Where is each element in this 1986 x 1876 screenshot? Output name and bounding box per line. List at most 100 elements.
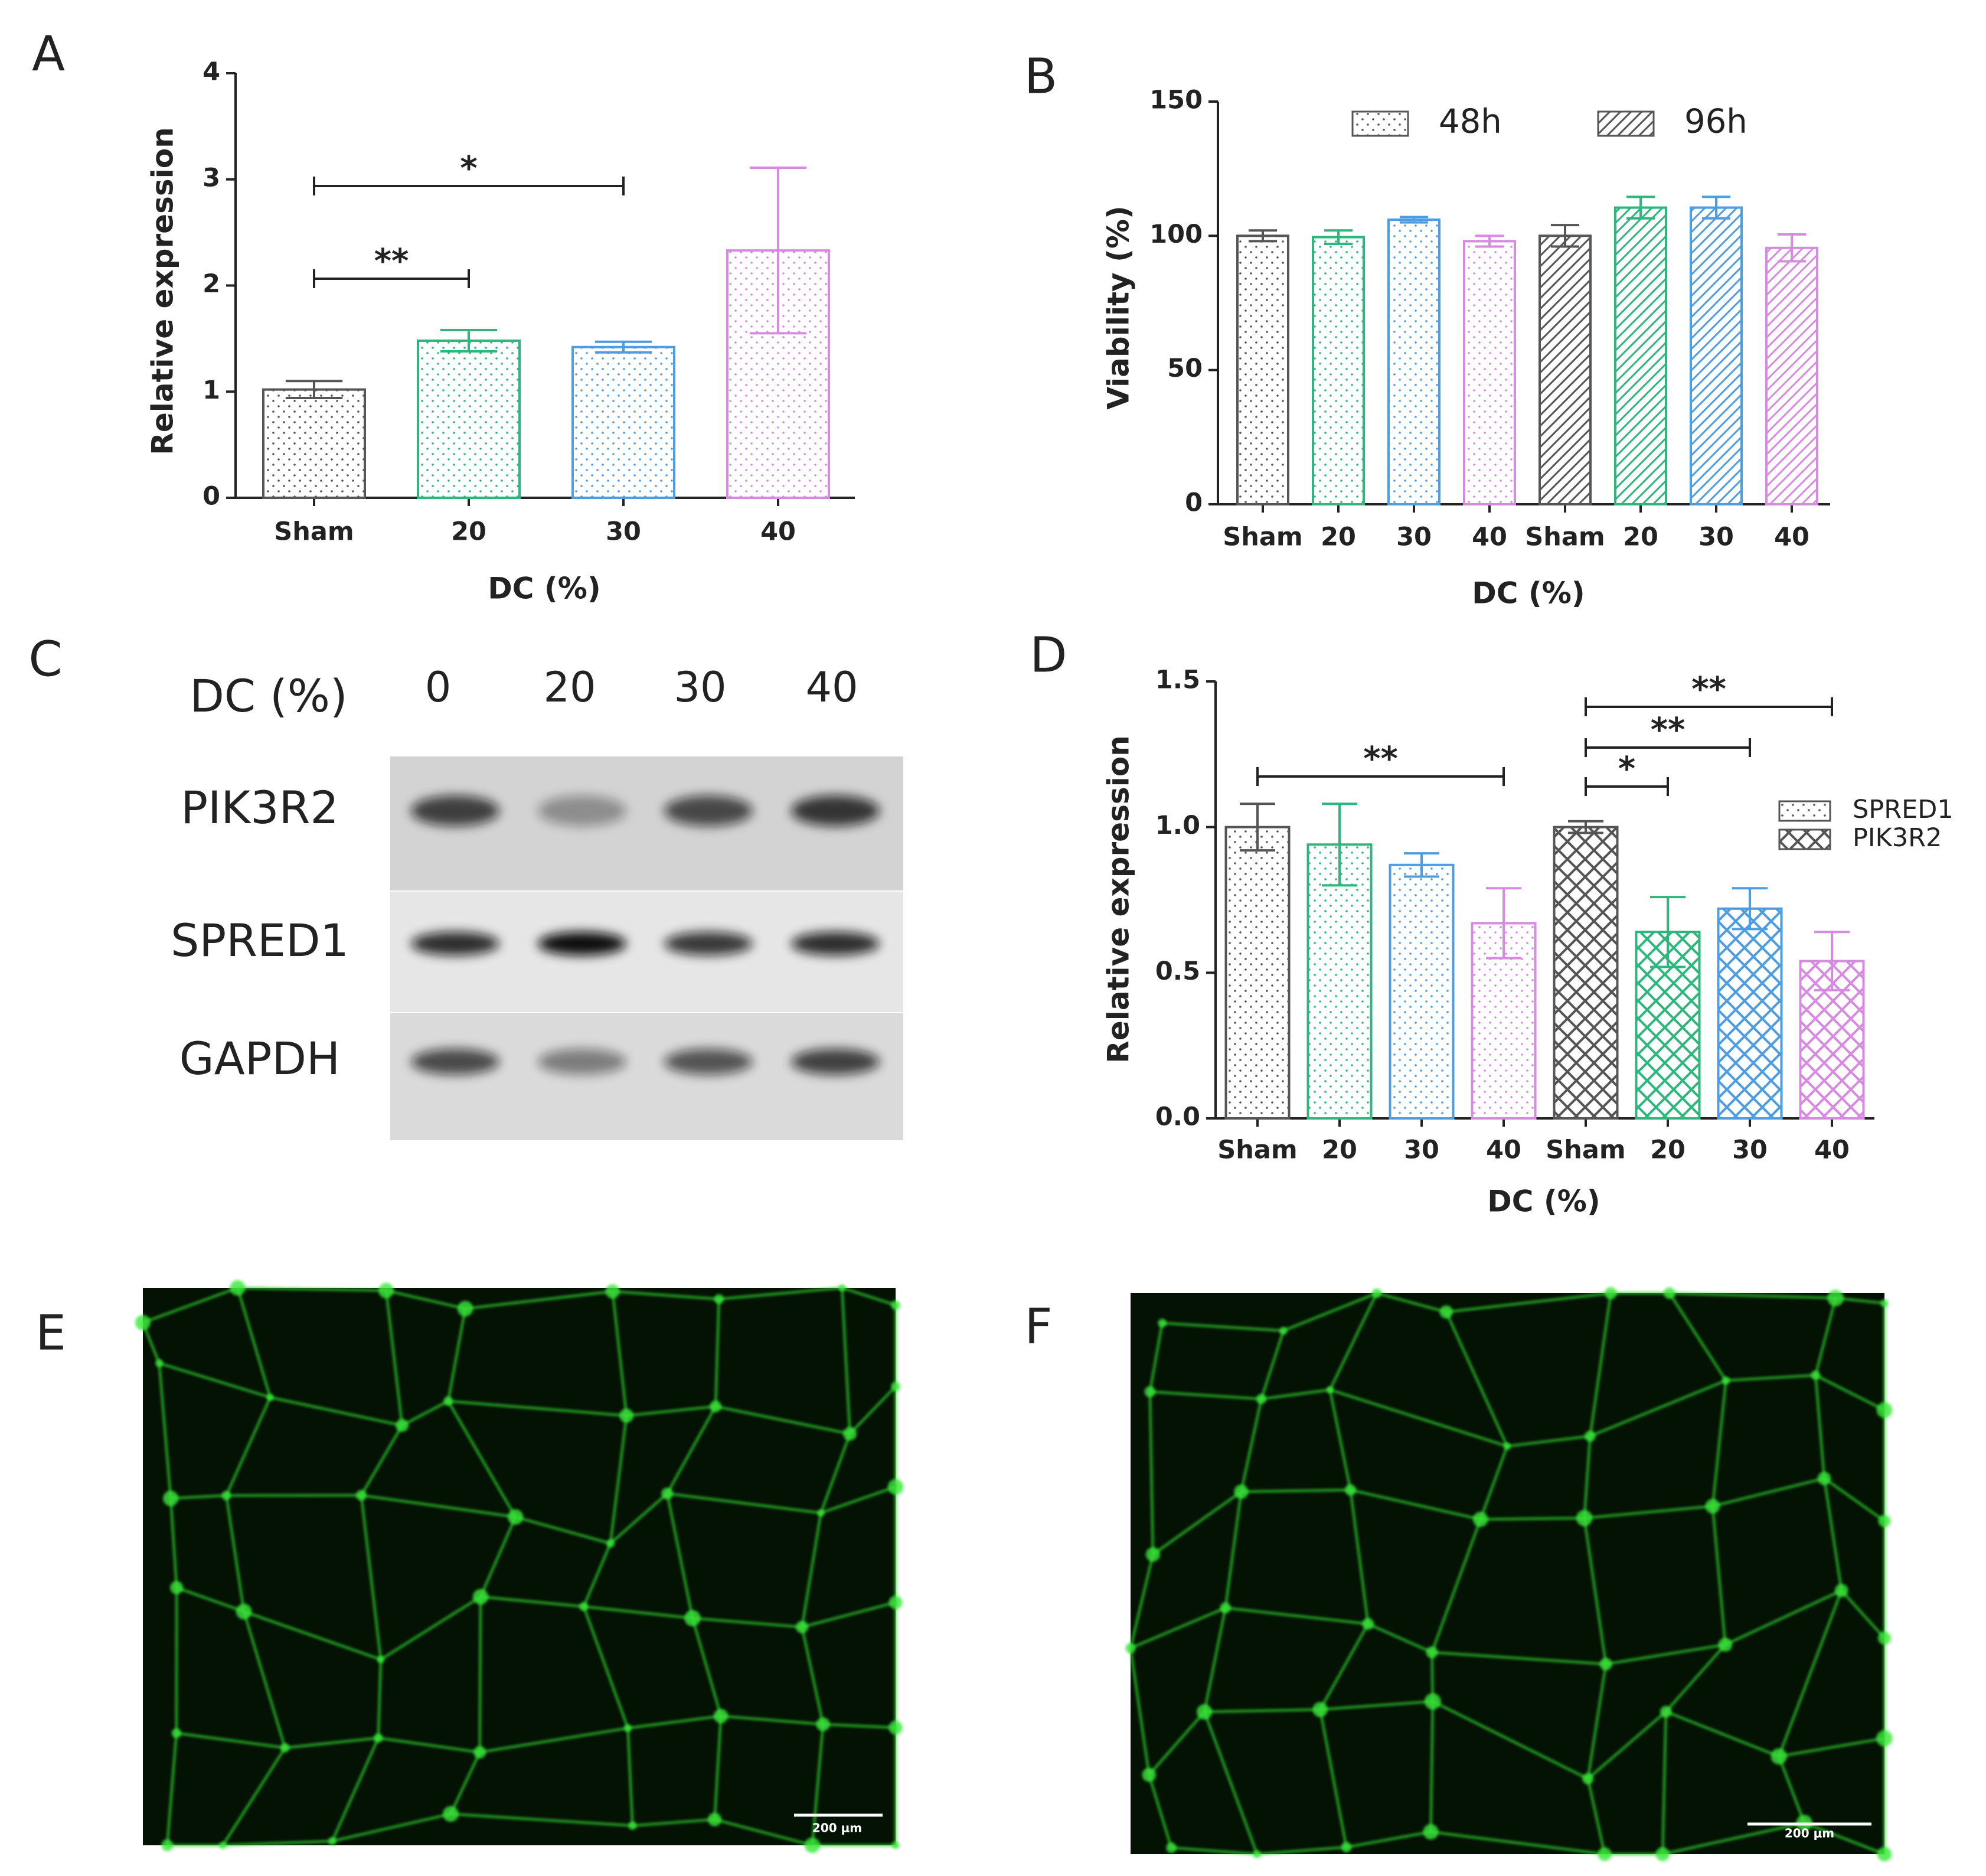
cell-junction	[1234, 1485, 1249, 1499]
error-bar	[1399, 216, 1429, 224]
y-tick-label: 3	[202, 163, 220, 193]
cell-junction	[1876, 1730, 1893, 1747]
cell-junction	[1598, 1847, 1612, 1861]
significance-label: **	[1691, 670, 1726, 709]
cell-junction	[887, 1479, 904, 1495]
error-bar	[1404, 852, 1439, 878]
cell-junction	[1424, 1693, 1441, 1710]
cell-junction	[804, 1837, 821, 1854]
y-tick-label: 50	[1167, 354, 1203, 383]
cell-junction	[508, 1509, 524, 1525]
cell-junction	[889, 1596, 903, 1610]
cell-junction	[1655, 1847, 1670, 1861]
cell-junction	[1279, 1326, 1288, 1335]
blot-band	[538, 795, 626, 826]
cell-junction	[891, 1841, 900, 1849]
error-bar	[1324, 229, 1353, 245]
x-tick-label: 30	[1698, 523, 1734, 552]
cell-junction	[619, 1408, 634, 1423]
x-tick-label: 40	[760, 517, 796, 547]
significance-bracket	[1585, 777, 1669, 796]
cell-junction	[163, 1490, 179, 1506]
cell-junction	[817, 1509, 825, 1517]
blot-band	[411, 1049, 499, 1075]
y-tick-label: 1.0	[1155, 811, 1200, 840]
x-tick-label: Sham	[1223, 523, 1302, 552]
cell-junction	[1220, 1602, 1231, 1614]
x-tick-label: Sham	[274, 517, 354, 547]
cell-junction	[708, 1812, 722, 1826]
micrograph	[1131, 1293, 1884, 1854]
cell-junction	[1197, 1704, 1213, 1720]
blot-band	[664, 1049, 753, 1075]
blot-row-label: PIK3R2	[181, 781, 339, 834]
error-bar	[749, 166, 807, 335]
significance-label: *	[1618, 750, 1635, 788]
cell-junction	[684, 1610, 701, 1627]
x-axis-label: DC (%)	[488, 572, 600, 606]
x-tick-label: 20	[1623, 523, 1658, 552]
cell-junction	[843, 1427, 857, 1441]
x-tick-label: 40	[1472, 523, 1507, 552]
significance-label: **	[374, 242, 409, 280]
bar	[417, 339, 521, 499]
panel-letter: E	[35, 1305, 66, 1361]
bar	[1312, 236, 1365, 505]
cell-junction	[170, 1581, 184, 1594]
legend-label: 96h	[1684, 103, 1747, 141]
cell-junction	[473, 1746, 486, 1758]
cell-junction	[1326, 1386, 1334, 1394]
cell-junction	[280, 1743, 290, 1753]
cell-junction	[1158, 1319, 1167, 1327]
blot-band	[411, 795, 499, 826]
y-tick-label: 150	[1149, 86, 1203, 115]
x-tick-label: 20	[1322, 1136, 1357, 1165]
bar	[1389, 863, 1455, 1120]
cell-junction	[1827, 1290, 1844, 1307]
blot-band	[664, 932, 753, 955]
cell-junction	[1878, 1515, 1891, 1528]
cell-junction	[396, 1419, 409, 1432]
cell-junction	[605, 1284, 620, 1299]
blot-band	[411, 932, 499, 955]
blot-band	[538, 1049, 626, 1075]
cell-junction	[1771, 1748, 1787, 1765]
error-bar	[1814, 931, 1850, 991]
x-tick-label: 40	[1486, 1136, 1521, 1165]
cell-membrane	[1129, 1292, 1886, 1855]
scale-bar-label: 200 μm	[1785, 1826, 1834, 1841]
y-axis-label: Relative expression	[1102, 735, 1136, 1063]
cell-junction	[1605, 1287, 1617, 1300]
bar	[1463, 240, 1516, 505]
panel-letter: B	[1024, 48, 1057, 105]
cell-junction	[1341, 1842, 1352, 1853]
blot-row-label: GAPDH	[179, 1032, 340, 1085]
error-bar	[1626, 195, 1655, 220]
cell-junction	[135, 1314, 151, 1330]
cell-junction	[1345, 1484, 1357, 1496]
error-bar	[1568, 820, 1603, 834]
blot-lane-label: 0	[425, 663, 452, 712]
panel-letter: C	[28, 631, 62, 687]
error-bar	[1240, 802, 1275, 852]
y-tick-label: 100	[1149, 220, 1203, 249]
legend-swatch	[1778, 828, 1831, 850]
cell-junction	[1144, 1386, 1156, 1398]
cell-junction	[1877, 1846, 1892, 1862]
bar	[1765, 246, 1818, 505]
cell-junction	[661, 1487, 674, 1500]
x-tick-label: 30	[1396, 523, 1432, 552]
cell-junction	[219, 1841, 227, 1849]
cell-junction	[1371, 1288, 1382, 1298]
cell-junction	[266, 1394, 274, 1401]
error-bar	[1777, 233, 1807, 263]
cell-junction	[891, 1382, 900, 1391]
x-tick-label: 40	[1814, 1136, 1850, 1165]
error-bar	[1650, 896, 1686, 968]
significance-label: **	[1651, 711, 1686, 749]
cell-junction	[1503, 1443, 1511, 1450]
significance-label: **	[1363, 740, 1398, 778]
bar	[1690, 206, 1743, 505]
bar	[1387, 218, 1440, 505]
